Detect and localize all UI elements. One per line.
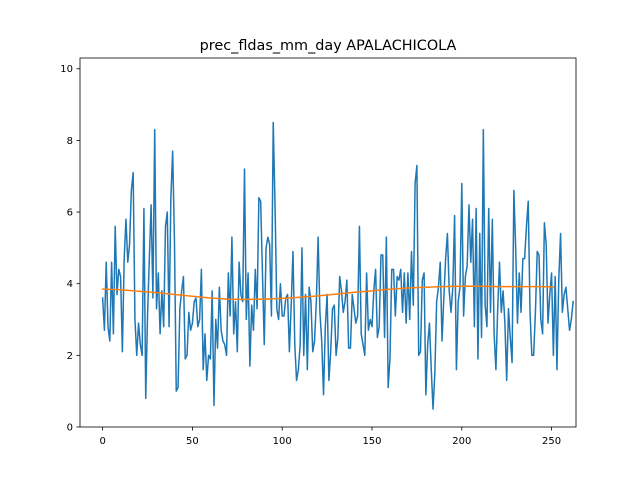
y-tick-label: 2	[67, 351, 73, 362]
series-line-1	[101, 121, 574, 410]
axis-ticks: 0 50 100 150 200 250 0 2 4 6 8 10	[60, 64, 561, 447]
series-line-2	[101, 285, 555, 301]
x-tick-label: 50	[186, 436, 199, 447]
y-tick-label: 6	[67, 208, 73, 219]
axes-frame	[79, 57, 577, 428]
x-tick-label: 100	[273, 436, 292, 447]
y-tick-label: 8	[67, 136, 73, 147]
x-tick-label: 200	[452, 436, 471, 447]
x-tick-label: 150	[362, 436, 381, 447]
x-tick-label: 250	[542, 436, 561, 447]
chart-title: prec_fldas_mm_day APALACHICOLA	[200, 38, 457, 54]
plot-area	[101, 121, 574, 410]
y-tick-label: 0	[67, 423, 73, 434]
y-tick-label: 4	[67, 279, 73, 290]
y-tick-label: 10	[60, 64, 73, 75]
x-tick-label: 0	[99, 436, 105, 447]
